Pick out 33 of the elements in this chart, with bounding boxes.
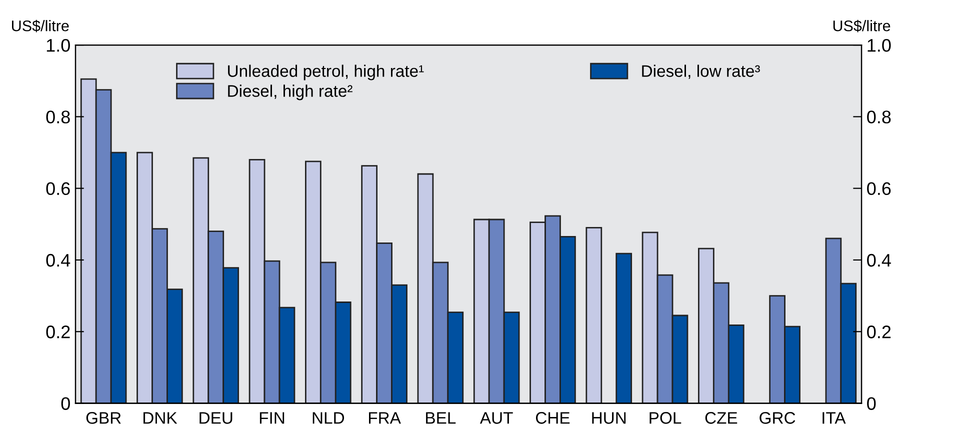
x-tick-label: AUT: [480, 412, 513, 424]
x-tick-label: BEL: [426, 412, 456, 424]
y2-tick-label: 0.6: [867, 182, 891, 196]
x-tick-label: FRA: [368, 412, 401, 424]
y2-tick-label: 0.8: [867, 110, 891, 124]
y-tick-label: 0.2: [46, 326, 70, 338]
y2-tick-label: 0.2: [867, 326, 891, 338]
x-tick-label: FIN: [260, 412, 284, 424]
x-tick-label: CZE: [705, 412, 738, 424]
bar: [616, 252, 632, 404]
y2-tick-label: 0: [867, 397, 876, 410]
x-tick-label: GBR: [86, 412, 121, 424]
y2-axis-title: US$/litre: [833, 20, 890, 32]
x-tick-label: DEU: [200, 412, 232, 424]
x-tick-label: NLD: [312, 412, 344, 424]
x-tick-label: CHE: [536, 412, 570, 424]
legend-label: Diesel, high rate²: [228, 84, 352, 100]
x-tick-label: GRC: [760, 412, 796, 424]
y-tick-label: 0.4: [46, 254, 70, 267]
x-tick-label: DNK: [143, 412, 178, 424]
y-tick-label: 0.8: [46, 110, 70, 124]
bar: [586, 227, 602, 404]
y2-tick-label: 1.0: [868, 38, 891, 52]
y-tick-label: 0: [61, 397, 70, 410]
x-tick-label: ITA: [822, 412, 846, 424]
y2-tick-label: 0.4: [867, 254, 891, 267]
legend-label: Unleaded petrol, high rate¹: [228, 64, 424, 80]
x-tick-label: POL: [650, 412, 682, 424]
y-tick-label: 1.0: [46, 38, 70, 52]
y-axis-title: US$/litre: [12, 20, 69, 32]
y-tick-label: 0.6: [46, 182, 70, 196]
x-tick-label: HUN: [592, 412, 626, 424]
legend-label: Diesel, low rate³: [642, 64, 760, 79]
